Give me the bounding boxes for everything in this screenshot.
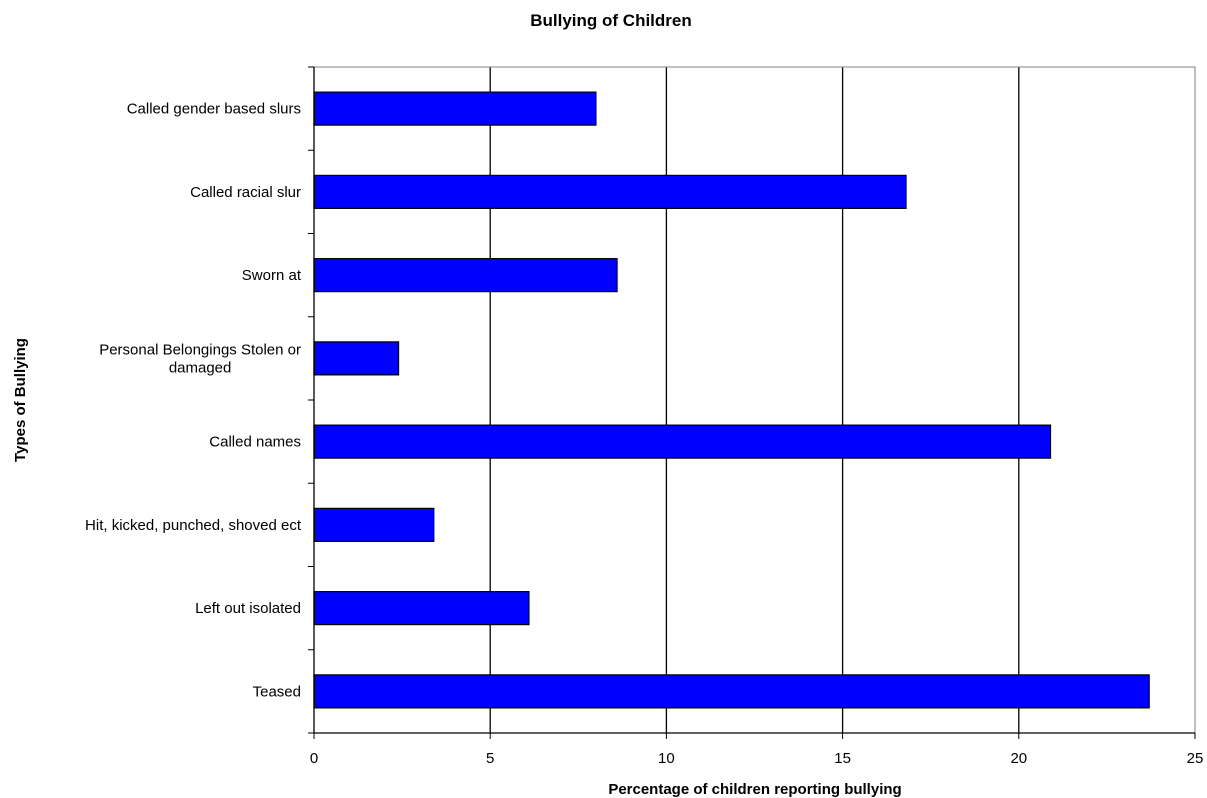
bar-3 — [313, 258, 618, 293]
bar-4 — [313, 341, 400, 376]
x-tick-label-15: 15 — [834, 750, 851, 767]
category-label-1: Called gender based slurs — [127, 101, 301, 118]
x-tick-label-25: 25 — [1187, 750, 1204, 767]
axis-ticks — [308, 66, 1196, 739]
bar-2 — [313, 174, 907, 209]
bar-5 — [313, 424, 1052, 459]
x-tick-label-20: 20 — [1010, 750, 1027, 767]
y-axis-title: Types of Bullying — [12, 338, 29, 462]
category-label-5: Called names — [209, 434, 301, 451]
category-label-7: Left out isolated — [195, 600, 301, 617]
bar-1 — [313, 91, 597, 126]
x-axis-title: Percentage of children reporting bullyin… — [608, 781, 901, 798]
bar-6 — [313, 507, 435, 542]
bar-7 — [313, 591, 530, 626]
x-tick-label-5: 5 — [486, 750, 494, 767]
bars — [313, 91, 1150, 709]
category-label-4-line-1: Personal Belongings Stolen or — [99, 341, 301, 358]
category-labels: Called gender based slurs Called racial s… — [85, 101, 302, 701]
x-tick-label-10: 10 — [658, 750, 675, 767]
chart-title: Bullying of Children — [530, 11, 692, 30]
category-label-2: Called racial slur — [190, 184, 301, 201]
category-label-8: Teased — [253, 683, 301, 700]
gridlines — [489, 67, 1020, 733]
plot-area-border — [313, 66, 1196, 734]
category-label-4-line-2: damaged — [169, 359, 232, 376]
x-tick-labels: 0 5 10 15 20 25 — [310, 750, 1204, 767]
bar-8 — [313, 674, 1150, 709]
x-tick-label-0: 0 — [310, 750, 318, 767]
category-label-6: Hit, kicked, punched, shoved ect — [85, 517, 302, 534]
category-label-3: Sworn at — [242, 267, 302, 284]
